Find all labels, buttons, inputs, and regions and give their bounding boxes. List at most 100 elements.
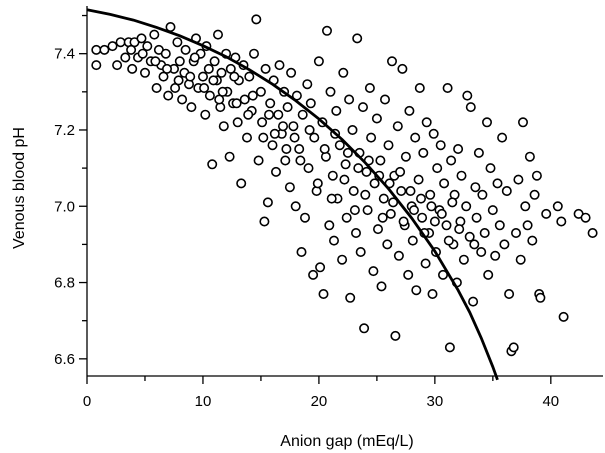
- data-point: [396, 186, 407, 197]
- data-point: [464, 231, 475, 242]
- data-point: [447, 197, 458, 208]
- data-point: [441, 220, 452, 231]
- data-point: [290, 201, 301, 212]
- data-point: [413, 174, 424, 185]
- data-points: [91, 14, 598, 357]
- data-point: [499, 239, 510, 250]
- data-point: [352, 33, 363, 44]
- data-point: [331, 105, 342, 116]
- y-tick-label: 6.6: [54, 351, 75, 368]
- data-point: [327, 170, 338, 181]
- data-point: [267, 140, 278, 151]
- data-point: [284, 182, 295, 193]
- data-point: [207, 159, 218, 170]
- data-point: [326, 193, 337, 204]
- data-point: [303, 163, 314, 174]
- data-point: [149, 29, 160, 40]
- data-point: [353, 163, 364, 174]
- data-point: [515, 254, 526, 265]
- data-point: [162, 63, 173, 74]
- x-tick-label: 30: [427, 393, 444, 410]
- data-point: [501, 186, 512, 197]
- data-point: [415, 193, 426, 204]
- data-point: [324, 220, 335, 231]
- data-point: [315, 262, 326, 273]
- data-point: [408, 205, 419, 216]
- data-point: [344, 94, 355, 105]
- data-point: [485, 163, 496, 174]
- data-point: [200, 109, 211, 120]
- data-point: [388, 197, 399, 208]
- data-point: [359, 323, 370, 334]
- data-point: [186, 102, 197, 113]
- data-point: [458, 254, 469, 265]
- data-point: [382, 239, 393, 250]
- data-point: [468, 296, 479, 307]
- data-point: [99, 44, 110, 55]
- data-point: [208, 75, 219, 86]
- data-point: [587, 228, 598, 239]
- data-point: [479, 228, 490, 239]
- data-point: [140, 67, 151, 78]
- data-point: [274, 60, 285, 71]
- data-point: [257, 117, 268, 128]
- data-point: [309, 132, 320, 143]
- data-point: [229, 71, 240, 82]
- data-point: [174, 56, 185, 67]
- data-point: [377, 212, 388, 223]
- data-point: [328, 235, 339, 246]
- data-point: [213, 29, 224, 40]
- data-point: [362, 205, 373, 216]
- data-point: [397, 63, 408, 74]
- data-point: [321, 25, 332, 36]
- data-point: [340, 159, 351, 170]
- data-point: [529, 189, 540, 200]
- data-point: [216, 67, 227, 78]
- data-point: [296, 247, 307, 258]
- data-point: [280, 155, 291, 166]
- data-point: [259, 216, 270, 227]
- data-point: [355, 247, 366, 258]
- data-point: [400, 151, 411, 162]
- data-point: [339, 174, 350, 185]
- data-point: [180, 44, 191, 55]
- data-point: [151, 83, 162, 94]
- data-point: [446, 155, 457, 166]
- data-point: [487, 205, 498, 216]
- data-point: [277, 121, 288, 132]
- data-point: [481, 117, 492, 128]
- data-point: [531, 170, 542, 181]
- data-point: [418, 147, 429, 158]
- data-point: [361, 166, 372, 177]
- data-point: [470, 182, 481, 193]
- data-point: [492, 178, 503, 189]
- data-point: [371, 113, 382, 124]
- data-point: [580, 212, 591, 223]
- data-point: [426, 201, 437, 212]
- data-point: [304, 125, 315, 136]
- data-point: [403, 269, 414, 280]
- data-point: [294, 144, 305, 155]
- data-point: [288, 121, 299, 132]
- data-point: [209, 56, 220, 67]
- data-point: [345, 292, 356, 303]
- data-point: [249, 48, 260, 59]
- data-point: [262, 197, 273, 208]
- data-point: [414, 83, 425, 94]
- data-point: [476, 247, 487, 258]
- data-point: [244, 71, 255, 82]
- data-point: [318, 288, 329, 299]
- data-point: [437, 269, 448, 280]
- data-point: [325, 86, 336, 97]
- data-point: [199, 83, 210, 94]
- data-point: [520, 201, 531, 212]
- data-point: [473, 147, 484, 158]
- x-tick-label: 0: [83, 393, 91, 410]
- data-point: [527, 235, 538, 246]
- data-point: [319, 144, 330, 155]
- data-point: [137, 48, 148, 59]
- y-tick-label: 7.2: [54, 122, 75, 139]
- data-point: [453, 144, 464, 155]
- data-point: [273, 109, 284, 120]
